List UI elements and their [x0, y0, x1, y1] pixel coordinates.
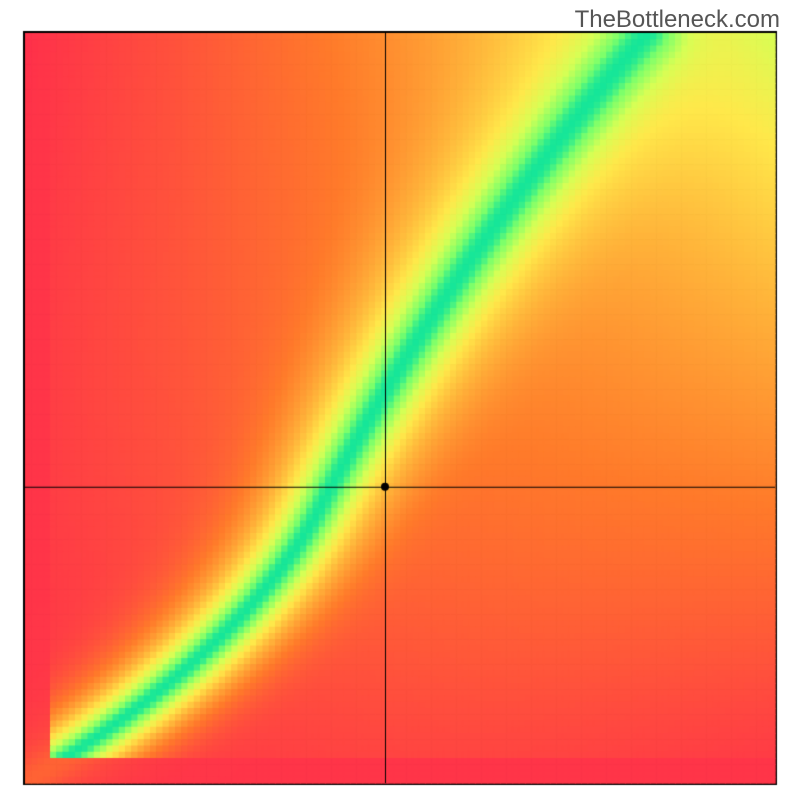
heatmap-canvas	[0, 0, 800, 800]
watermark-text: TheBottleneck.com	[575, 6, 780, 34]
chart-container: TheBottleneck.com	[0, 0, 800, 800]
